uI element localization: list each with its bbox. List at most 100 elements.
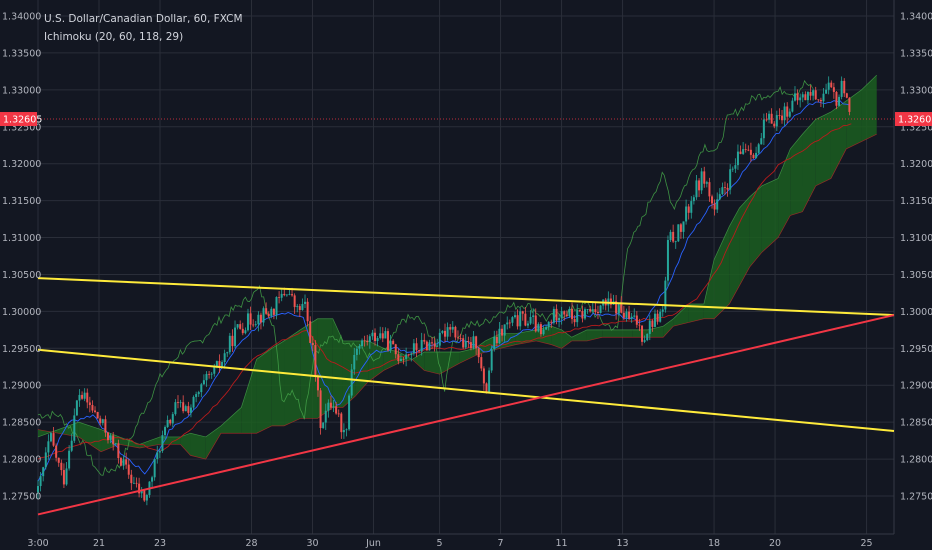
y-tick-label-right: 1.31500 [900,196,932,207]
last-price-badge-right [895,112,932,127]
candle-body [221,362,224,368]
candle-body [526,323,529,326]
cloud-segment [241,359,257,434]
candle-body [60,462,63,471]
y-tick-label-left: 1.30500 [2,270,41,281]
candle-body [433,343,436,347]
candle-body [739,151,742,154]
candle-body [638,324,641,326]
cloud-segment [459,348,476,364]
candle-body [125,459,128,465]
candle-body [747,149,750,151]
y-tick-label-left: 1.29000 [2,381,41,392]
candle-body [337,413,340,415]
candle-body [516,315,519,327]
candle-body [555,308,558,321]
candle-body [153,459,156,478]
trend-line [37,314,895,516]
candle-body [259,314,262,323]
candle-body [418,350,421,352]
candle-body [304,301,307,304]
candle-body [464,341,467,348]
candle-body [547,321,550,328]
candlesticks [37,76,851,506]
candle-body [353,354,356,370]
candle-body [184,406,187,412]
y-tick-label-right: 1.32500 [900,122,932,133]
candle-body [677,224,680,242]
candle-body [558,317,561,321]
candle-body [249,313,252,325]
x-tick-label: 13 [617,538,629,549]
candle-body [410,353,413,356]
candle-body [145,495,148,501]
candle-body [622,312,625,318]
last-price-labels: 1.32605 1.32605 [0,112,932,127]
y-tick-label-left: 1.30000 [2,307,41,318]
cloud-segment [190,433,206,460]
candle-body [47,441,50,453]
candle-body [332,406,335,408]
candle-body [827,82,830,90]
trend-lines[interactable] [37,277,895,516]
candle-body [218,361,221,368]
y-axis-right[interactable]: 1.34000 1.33500 1.33000 1.32500 1.32000 1.315… [900,12,932,503]
candle-body [768,113,771,120]
candle-body [384,331,387,339]
candle-body [241,328,244,334]
candle-body [506,322,509,325]
candle-body [578,310,581,312]
candle-body [576,310,579,323]
candle-body [301,303,304,310]
candle-body [806,92,809,101]
candle-body [742,149,745,154]
candle-body [599,305,602,314]
candle-body [412,343,415,354]
kijun-sen [37,123,852,460]
candle-body [381,333,384,339]
candle-body [311,342,314,346]
candle-body [298,306,301,310]
candle-body [534,315,537,332]
candle-body [81,394,84,399]
candle-body [511,317,514,323]
cloud-segment [412,352,425,371]
cloud-segment [602,329,623,338]
candle-body [482,368,485,384]
candle-body [630,316,633,319]
y-tick-label-left: 1.33000 [2,85,41,96]
y-axis-left[interactable]: 1.34000 1.33500 1.33000 1.32500 1.32000 1.315… [2,12,41,503]
candle-body [425,341,428,351]
candle-body [651,320,654,327]
candle-body [197,392,200,395]
candle-body [781,115,784,121]
candle-body [329,402,332,408]
candle-body [568,308,571,317]
y-tick-label-left: 1.29500 [2,344,41,355]
x-tick-label: 23 [154,538,166,549]
candle-body [786,106,789,117]
candle-body [374,332,377,342]
candle-body [239,324,242,329]
cloud-segment [673,304,689,327]
candle-body [205,373,208,381]
candle-body [459,338,462,339]
candle-body [674,241,677,243]
candle-body [812,90,815,96]
candle-body [361,340,364,347]
candle-body [75,400,78,416]
candle-body [306,301,309,322]
candle-body [679,224,682,232]
candle-body [659,311,662,322]
x-axis[interactable]: 3:00 21 23 28 30 Jun 5 7 11 13 18 20 25 [27,538,872,549]
candle-body [770,113,773,124]
candle-body [158,451,161,453]
candle-body [99,418,102,424]
candle-body [37,486,39,493]
candle-body [731,168,734,170]
cloud-segment [861,75,877,142]
candle-body [138,483,141,494]
candle-body [348,395,351,430]
candle-body [586,309,589,310]
